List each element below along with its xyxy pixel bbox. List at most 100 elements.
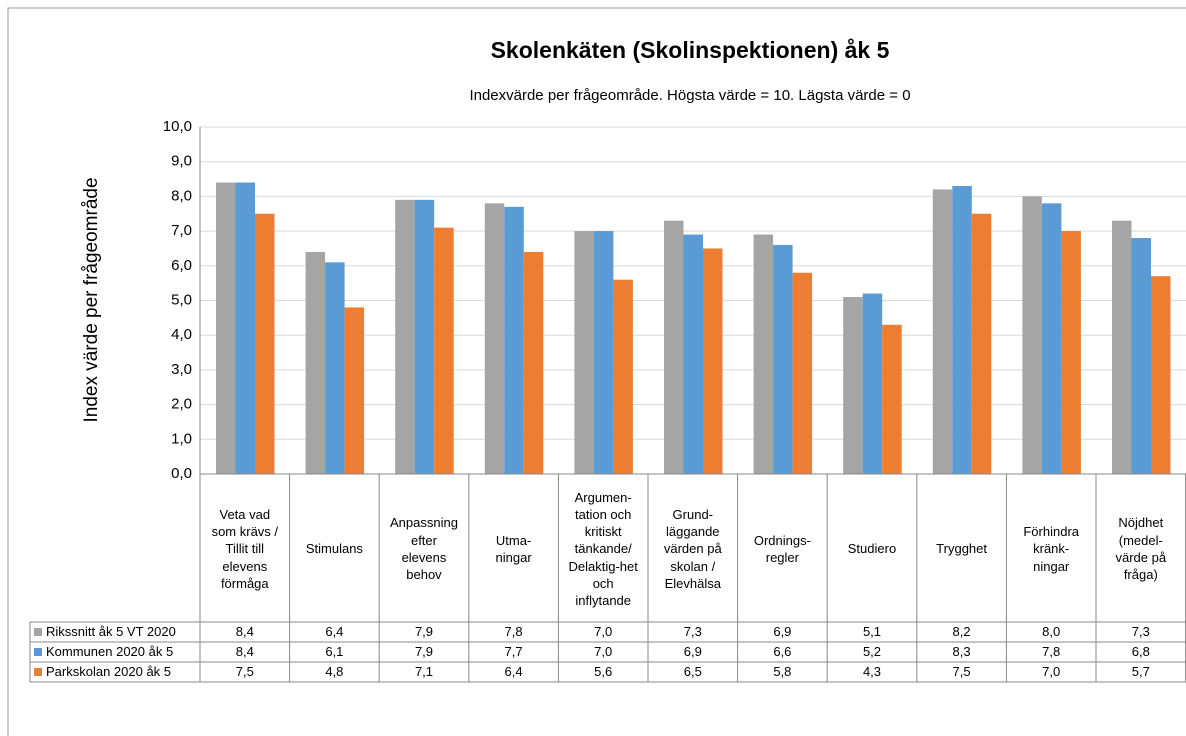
y-tick-label: 1,0 [171, 430, 192, 447]
data-label: 8,2 [952, 624, 971, 640]
data-label: 8,4 [235, 644, 254, 660]
bar [843, 297, 863, 474]
y-tick-label: 2,0 [171, 396, 192, 413]
y-tick-label: 10,0 [163, 118, 192, 135]
category-label: Studiero [847, 541, 897, 557]
data-label: 6,4 [504, 664, 523, 680]
category-label: Stimulans [305, 541, 363, 557]
data-label: 7,8 [504, 624, 523, 640]
bar [593, 231, 614, 474]
data-label: 6,5 [683, 664, 702, 680]
bar [1061, 231, 1081, 474]
bar [235, 182, 255, 474]
bar [1041, 203, 1062, 474]
bar [305, 251, 326, 474]
bar [395, 199, 415, 474]
data-label: 5,2 [862, 644, 882, 660]
bar [574, 231, 594, 474]
category-label: Veta vad som krävs / Tillit till elevens… [211, 506, 279, 591]
bar [932, 189, 953, 474]
bar [1022, 196, 1042, 474]
data-label: 6,1 [325, 644, 344, 660]
chart-title: Skolenkäten (Skolinspektionen) åk 5 [491, 37, 890, 63]
y-tick-label: 5,0 [171, 291, 192, 308]
bar [683, 234, 703, 474]
data-label: 7,3 [1131, 624, 1150, 640]
legend-swatch [34, 668, 42, 676]
bar [664, 220, 684, 474]
y-tick-label: 4,0 [171, 326, 192, 343]
bar [1151, 276, 1171, 474]
category-label: Förhindra kränk- ningar [1023, 524, 1079, 574]
data-label: 6,9 [773, 624, 792, 640]
data-label: 5,6 [594, 664, 613, 680]
y-tick-label: 3,0 [171, 361, 192, 378]
bar [1112, 220, 1132, 474]
bar [1131, 238, 1151, 474]
data-label: 8,4 [235, 624, 254, 640]
bar [773, 244, 793, 474]
data-label: 6,4 [325, 624, 344, 640]
y-axis-label: Index värde per frågeområde [81, 177, 102, 422]
legend-entry: Kommunen 2020 åk 5 [30, 642, 200, 662]
data-label: 7,1 [414, 664, 434, 680]
category-label: Trygghet [936, 541, 987, 557]
data-label: 6,6 [773, 644, 792, 660]
bar [504, 206, 524, 474]
bar [523, 251, 544, 474]
data-label: 7,5 [952, 664, 971, 680]
bar [484, 203, 505, 474]
legend-entry: Parkskolan 2020 åk 5 [30, 662, 200, 682]
data-label: 8,0 [1042, 624, 1061, 640]
bar [216, 182, 236, 474]
legend-entry: Rikssnitt åk 5 VT 2020 [30, 622, 200, 642]
category-label: Nöjdhet (medel- värde på fråga) [1115, 515, 1167, 583]
bar [862, 293, 883, 474]
data-label: 7,7 [504, 644, 523, 660]
data-label: 7,8 [1042, 644, 1061, 660]
data-label: 7,0 [1042, 664, 1061, 680]
y-tick-label: 8,0 [171, 187, 192, 204]
data-label: 5,1 [862, 624, 882, 640]
bar [882, 324, 902, 474]
bar [344, 307, 365, 474]
data-label: 4,3 [862, 664, 882, 680]
bar [255, 213, 275, 474]
y-tick-label: 9,0 [171, 153, 192, 170]
data-label: 6,9 [683, 644, 702, 660]
data-label: 7,9 [414, 624, 434, 640]
data-label: 8,3 [952, 644, 971, 660]
bar [753, 234, 774, 474]
legend-swatch [34, 628, 42, 636]
category-label: Argumen- tation och kritiskt tänkande/ D… [568, 489, 638, 609]
legend-text: Parkskolan 2020 åk 5 [46, 664, 172, 680]
data-label: 7,5 [235, 664, 254, 680]
category-label: Ordnings- regler [753, 532, 811, 565]
legend-text: Kommunen 2020 åk 5 [46, 644, 174, 660]
bar [703, 248, 723, 474]
legend-text: Rikssnitt åk 5 VT 2020 [46, 624, 176, 640]
y-tick-label: 7,0 [171, 222, 192, 239]
bar [414, 199, 435, 474]
legend-swatch [34, 648, 42, 656]
data-label: 7,0 [594, 624, 613, 640]
bar [971, 213, 992, 474]
data-label: 6,8 [1131, 644, 1150, 660]
data-label: 4,8 [325, 664, 344, 680]
category-label: Anpassning efter elevens behov [390, 515, 458, 583]
data-label: 5,8 [773, 664, 792, 680]
bar [325, 262, 345, 474]
bar [952, 185, 972, 475]
y-tick-label: 6,0 [171, 257, 192, 274]
data-label: 5,7 [1131, 664, 1150, 680]
y-tick-label: 0,0 [171, 465, 192, 482]
data-label: 7,3 [683, 624, 702, 640]
bar [434, 227, 454, 474]
bar [613, 279, 633, 474]
chart-subtitle: Indexvärde per frågeområde. Högsta värde… [469, 87, 910, 104]
category-label: Utma- ningar [495, 532, 532, 565]
bar [792, 272, 813, 474]
category-label: Grund- läggande värden på skolan / Elevh… [663, 506, 722, 591]
